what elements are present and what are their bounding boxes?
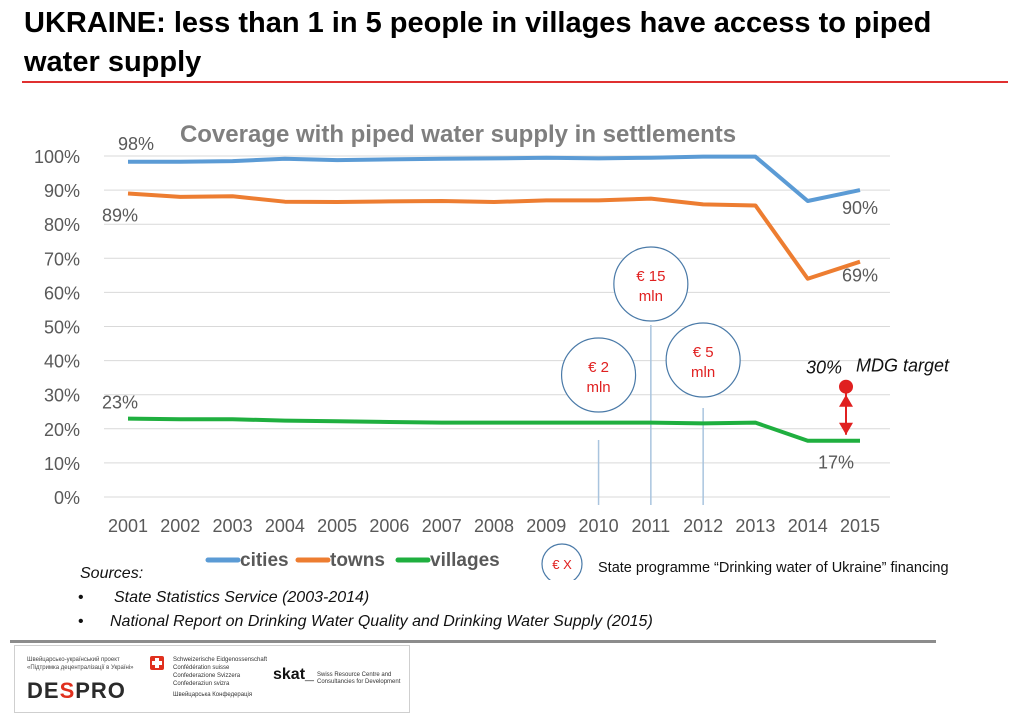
x-tick-label: 2006 bbox=[369, 516, 409, 536]
x-tick-label: 2014 bbox=[788, 516, 828, 536]
legend-financing-symbol-text: € X bbox=[552, 557, 572, 572]
grid-lines bbox=[104, 155, 890, 498]
mdg-target-label: MDG target bbox=[856, 356, 950, 376]
x-tick-label: 2008 bbox=[474, 516, 514, 536]
despro-logo-part: PRO bbox=[75, 678, 126, 703]
x-tick-label: 2011 bbox=[631, 516, 670, 536]
despro-subtitle: Швейцарсько-український проект «Підтримк… bbox=[27, 657, 134, 671]
point-label-towns: 89% bbox=[102, 206, 138, 226]
point-label-towns: 69% bbox=[842, 266, 878, 286]
financing-unit: mln bbox=[691, 364, 715, 381]
x-tick-label: 2009 bbox=[526, 516, 566, 536]
legend-financing-text: State programme “Drinking water of Ukrai… bbox=[598, 560, 949, 576]
y-tick-label: 80% bbox=[44, 215, 80, 235]
chart-title: Coverage with piped water supply in sett… bbox=[180, 121, 736, 148]
series-line-cities bbox=[128, 154, 861, 204]
x-tick-label: 2010 bbox=[579, 516, 619, 536]
point-labels: 98% 90% 89% 69% 23% 17% bbox=[102, 134, 878, 473]
source-item: National Report on Drinking Water Qualit… bbox=[78, 610, 653, 634]
financing-amount: € 15 bbox=[636, 268, 665, 285]
mdg-target-value: 30% bbox=[806, 358, 842, 378]
skat-subtitle: Swiss Resource Centre and Consultancies … bbox=[317, 672, 401, 685]
coverage-chart: 0%10%20%30%40%50%60%70%80%90%100% 2001 20… bbox=[34, 121, 950, 580]
sources: Sources: State Statistics Service (2003-… bbox=[78, 562, 653, 634]
legend-label-towns: towns bbox=[330, 550, 385, 571]
series-line-towns bbox=[127, 191, 861, 281]
y-tick-label: 100% bbox=[34, 147, 80, 167]
y-axis-ticks: 0% 10% 20% 30% 40% 50% 60% 70% 80% 90% 100% bbox=[34, 147, 80, 508]
series-lines bbox=[127, 154, 861, 443]
x-tick-label: 2007 bbox=[422, 516, 462, 536]
mdg-arrow-down bbox=[839, 422, 853, 435]
skat-logo: skat_ bbox=[273, 666, 314, 683]
x-tick-label: 2001 bbox=[108, 516, 148, 536]
footer-divider bbox=[10, 640, 936, 643]
legend-label-villages: villages bbox=[430, 550, 500, 571]
legend: cities towns villages € X State programme “D… bbox=[205, 543, 949, 580]
financing-bubble bbox=[613, 246, 689, 322]
slide-title: UKRAINE: less than 1 in 5 people in vill… bbox=[24, 7, 932, 78]
x-tick-label: 2015 bbox=[840, 516, 880, 536]
x-tick-label: 2005 bbox=[317, 516, 357, 536]
mdg-target: 30% MDG target bbox=[806, 356, 950, 435]
legend-financing-symbol bbox=[541, 543, 583, 580]
legend-label-cities: cities bbox=[240, 550, 289, 571]
x-tick-label: 2013 bbox=[735, 516, 775, 536]
mdg-target-marker bbox=[839, 379, 853, 394]
financing-unit: mln bbox=[586, 379, 610, 396]
x-axis-ticks: 2001 2002 2003 2004 2005 2006 2007 2008 2009 2010… bbox=[108, 516, 880, 536]
y-tick-label: 30% bbox=[44, 386, 80, 406]
y-tick-label: 20% bbox=[44, 420, 80, 440]
swiss-confederation-text: Schweizerische Eidgenossenschaft Confédé… bbox=[173, 657, 268, 687]
financing-amount: € 5 bbox=[693, 344, 714, 361]
source-item: State Statistics Service (2003-2014) bbox=[78, 586, 653, 610]
point-label-cities: 98% bbox=[118, 134, 154, 154]
despro-logo-part: S bbox=[59, 678, 76, 703]
mdg-arrow-up bbox=[839, 394, 853, 407]
point-label-villages: 17% bbox=[818, 453, 854, 473]
y-tick-label: 50% bbox=[44, 318, 80, 338]
partner-logos: Швейцарсько-український проект «Підтримк… bbox=[14, 645, 410, 713]
y-tick-label: 90% bbox=[44, 181, 80, 201]
despro-logo-part: DE bbox=[27, 678, 60, 703]
financing-bubbles: € 2 mln € 15 mln € 5 mln bbox=[560, 246, 741, 413]
financing-bubble bbox=[560, 337, 637, 413]
x-tick-label: 2002 bbox=[160, 516, 200, 536]
x-tick-label: 2003 bbox=[213, 516, 253, 536]
sources-heading: Sources: bbox=[80, 565, 144, 582]
swiss-flag-icon bbox=[150, 656, 164, 670]
financing-bubble bbox=[665, 322, 741, 398]
x-tick-label: 2012 bbox=[683, 516, 723, 536]
y-tick-label: 60% bbox=[44, 283, 80, 303]
y-tick-label: 40% bbox=[44, 352, 80, 372]
point-label-cities: 90% bbox=[842, 198, 878, 218]
financing-amount: € 2 bbox=[588, 359, 609, 376]
y-tick-label: 10% bbox=[44, 454, 80, 474]
despro-logo: DESPRO bbox=[27, 678, 126, 704]
financing-unit: mln bbox=[639, 288, 663, 305]
y-tick-label: 0% bbox=[54, 488, 80, 508]
series-line-villages bbox=[127, 416, 860, 443]
title-underline bbox=[22, 81, 1008, 83]
sources-list: State Statistics Service (2003-2014) Nat… bbox=[78, 586, 653, 634]
y-tick-label: 70% bbox=[44, 249, 80, 269]
x-tick-label: 2004 bbox=[265, 516, 305, 536]
point-label-villages: 23% bbox=[102, 393, 138, 413]
swiss-confederation-ua: Швейцарська Конфедерація bbox=[173, 692, 253, 698]
